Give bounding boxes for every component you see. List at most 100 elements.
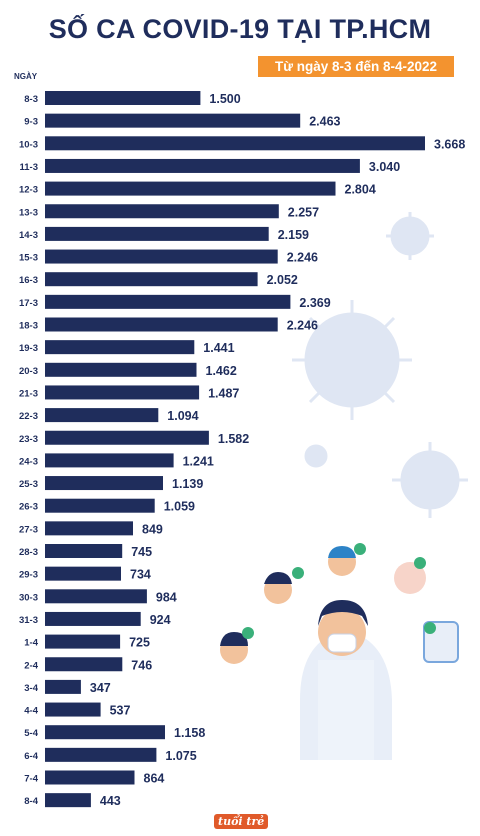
category-label: 12-3: [19, 185, 38, 196]
category-label: 4-4: [24, 706, 38, 717]
category-label: 3-4: [24, 683, 38, 694]
category-label: 21-3: [19, 388, 38, 399]
value-label: 745: [131, 545, 152, 559]
category-label: 7-4: [24, 774, 38, 785]
bar: [45, 521, 133, 536]
value-label: 1.487: [208, 386, 239, 400]
category-label: 29-3: [19, 570, 38, 581]
y-axis-label: NGÀY: [14, 72, 38, 81]
value-label: 1.094: [167, 409, 198, 423]
bar: [45, 611, 141, 626]
category-label: 19-3: [19, 343, 38, 354]
category-label: 22-3: [19, 411, 38, 422]
value-label: 1.500: [209, 92, 240, 106]
category-label: 17-3: [19, 298, 38, 309]
value-label: 849: [142, 522, 163, 536]
category-label: 25-3: [19, 479, 38, 490]
date-range-badge: Từ ngày 8-3 đến 8-4-2022: [258, 56, 454, 77]
category-label: 11-3: [20, 162, 39, 173]
category-label: 16-3: [19, 275, 38, 286]
value-label: 2.369: [299, 296, 330, 310]
category-label: 18-3: [19, 321, 38, 332]
value-label: 725: [129, 636, 150, 650]
category-label: 5-4: [24, 728, 38, 739]
value-label: 1.059: [164, 500, 195, 514]
category-label: 26-3: [19, 502, 38, 513]
bar: [45, 408, 159, 423]
doctor-illustration: [220, 543, 459, 760]
bar: [45, 91, 201, 105]
category-label: 13-3: [19, 207, 38, 218]
category-label: 8-4: [24, 796, 38, 807]
category-label: 30-3: [19, 592, 38, 603]
category-label: 15-3: [19, 253, 38, 264]
value-label: 2.463: [309, 115, 340, 129]
category-label: 24-3: [19, 456, 38, 467]
bar: [45, 294, 291, 309]
value-label: 1.582: [218, 432, 249, 446]
value-label: 537: [110, 704, 131, 718]
bar: [45, 770, 135, 785]
bar: [45, 113, 301, 128]
category-label: 23-3: [19, 434, 38, 445]
bar: [45, 272, 258, 287]
value-label: 746: [131, 658, 152, 672]
value-label: 1.241: [183, 454, 214, 468]
category-label: 2-4: [24, 660, 38, 671]
value-label: 1.462: [206, 364, 237, 378]
value-label: 2.159: [278, 228, 309, 242]
category-label: 9-3: [24, 117, 38, 128]
category-label: 28-3: [19, 547, 38, 558]
value-label: 984: [156, 590, 177, 604]
bar: [45, 476, 163, 491]
category-label: 8-3: [24, 94, 38, 105]
bar: [45, 747, 157, 762]
tuoi-tre-logo: tuổi trẻ: [214, 814, 269, 829]
value-label: 1.075: [165, 749, 196, 763]
value-label: 2.804: [345, 183, 376, 197]
bar: [45, 317, 278, 332]
bar: [45, 362, 197, 377]
bar: [45, 725, 165, 740]
value-label: 864: [144, 772, 165, 786]
bar: [45, 385, 200, 400]
value-label: 2.246: [287, 319, 318, 333]
value-label: 734: [130, 568, 151, 582]
chart-title: SỐ CA COVID-19 TẠI TP.HCM: [48, 14, 432, 44]
value-label: 3.040: [369, 160, 400, 174]
value-label: 1.158: [174, 726, 205, 740]
bar: [45, 181, 336, 196]
bar: [45, 657, 123, 672]
value-label: 3.668: [434, 137, 465, 151]
category-label: 20-3: [19, 366, 38, 377]
value-label: 924: [150, 613, 171, 627]
value-label: 2.257: [288, 205, 319, 219]
bar: [45, 249, 278, 264]
category-label: 1-4: [24, 638, 38, 649]
bar: [45, 453, 174, 468]
bar: [45, 634, 121, 649]
bar: [45, 430, 209, 445]
bar: [45, 679, 81, 694]
bar: [45, 793, 91, 808]
value-label: 443: [100, 794, 121, 808]
bar: [45, 589, 147, 604]
value-label: 2.052: [267, 273, 298, 287]
bars-group: 8-3 1.500 9-3 2.463 10-3 3.668 11-3 3.040 12-3 2.…: [19, 91, 465, 808]
bar: [45, 226, 269, 241]
bar: [45, 544, 123, 558]
bar: [45, 158, 360, 173]
bar: [45, 136, 425, 151]
bar: [45, 340, 195, 355]
value-label: 347: [90, 681, 111, 695]
bar: [45, 204, 279, 219]
value-label: 1.441: [203, 341, 234, 355]
bar: [45, 498, 155, 513]
virus-decoration: [292, 212, 468, 518]
bar: [45, 566, 121, 581]
bar: [45, 702, 101, 717]
category-label: 6-4: [24, 751, 38, 762]
category-label: 31-3: [19, 615, 38, 626]
value-label: 2.246: [287, 251, 318, 265]
